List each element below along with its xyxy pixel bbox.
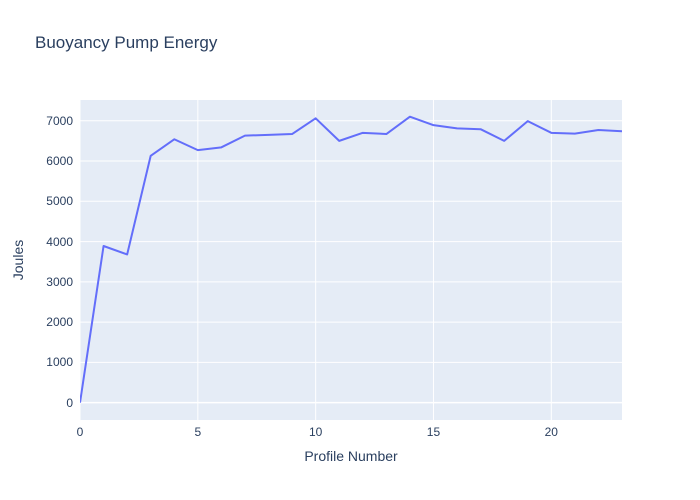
y-tick-label: 2000 <box>46 315 73 330</box>
y-tick-label: 4000 <box>46 234 73 249</box>
y-tick-label: 6000 <box>46 154 73 169</box>
energy-line-series[interactable] <box>80 115 622 403</box>
x-tick-label: 15 <box>426 425 441 439</box>
chart-title: Buoyancy Pump Energy <box>35 33 218 52</box>
x-tick-label: 0 <box>76 425 84 439</box>
plot-area[interactable] <box>80 100 622 420</box>
x-tick-label: 5 <box>194 425 202 439</box>
x-tick-label: 10 <box>308 425 323 439</box>
x-axis-title: Profile Number <box>304 448 398 464</box>
y-tick-label: 1000 <box>46 355 73 370</box>
x-tick-label: 20 <box>544 425 558 439</box>
y-axis-title: Joules <box>10 239 26 281</box>
y-tick-label: 7000 <box>46 113 73 128</box>
gridlines <box>80 100 622 420</box>
y-tick-label: 5000 <box>46 194 73 209</box>
y-tick-label: 3000 <box>46 274 73 289</box>
y-tick-label: 0 <box>66 395 73 410</box>
